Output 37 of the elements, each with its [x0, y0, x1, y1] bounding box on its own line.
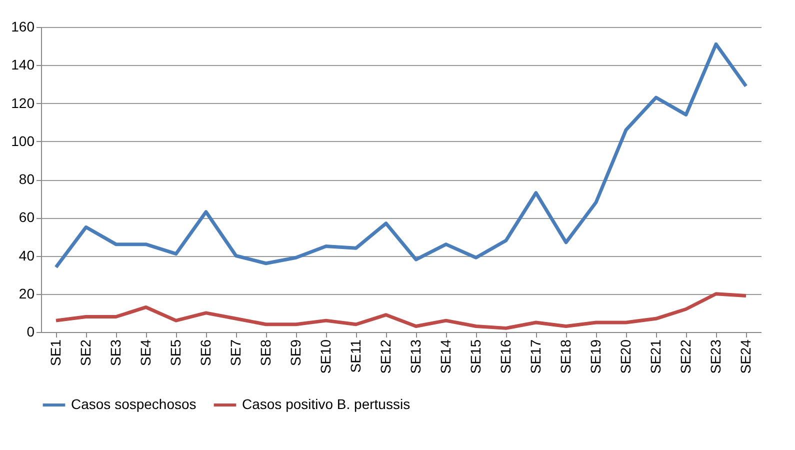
line-series — [54, 42, 748, 269]
y-tick-label: 60 — [18, 209, 35, 226]
x-tick-label: SE15 — [468, 339, 484, 374]
x-tick-label: SE10 — [318, 339, 334, 374]
x-tick-label: SE16 — [498, 339, 514, 374]
x-tick-label: SE6 — [198, 339, 214, 366]
x-tick-label: SE2 — [78, 339, 94, 366]
line-series — [54, 292, 748, 330]
legend-label: Casos positivo B. pertussis — [242, 396, 410, 412]
x-tick-label: SE11 — [348, 339, 364, 373]
legend-label: Casos sospechosos — [71, 396, 196, 412]
x-tick-label: SE19 — [588, 339, 604, 374]
x-tick-label: SE14 — [438, 339, 454, 374]
x-tick-label: SE1 — [48, 339, 64, 366]
y-tick-label: 80 — [18, 171, 35, 187]
y-tick-label: 20 — [18, 285, 35, 302]
x-tick-label: SE3 — [108, 339, 124, 366]
x-tick-label: SE12 — [378, 339, 394, 374]
y-tick-label: 40 — [18, 247, 35, 264]
x-tick-label: SE9 — [288, 339, 304, 366]
x-tick-label: SE7 — [228, 339, 244, 366]
x-tick-label: SE24 — [738, 339, 754, 374]
y-tick-label: 140 — [11, 56, 35, 73]
y-tick-label: 120 — [11, 94, 35, 111]
y-tick-label: 160 — [11, 18, 35, 34]
x-tick-label: SE8 — [258, 339, 274, 366]
x-tick-label: SE4 — [138, 339, 154, 366]
y-tick-label: 0 — [26, 324, 35, 340]
x-tick-label: SE23 — [708, 339, 724, 374]
x-tick-label: SE22 — [678, 339, 694, 374]
x-tick-label: SE17 — [528, 339, 544, 374]
y-tick-label: 100 — [11, 132, 35, 149]
x-tick-label: SE21 — [648, 339, 664, 374]
x-tick-label: SE18 — [558, 339, 574, 374]
x-tick-label: SE5 — [168, 339, 184, 366]
x-tick-label: SE20 — [618, 339, 634, 374]
x-tick-label: SE13 — [408, 339, 424, 374]
